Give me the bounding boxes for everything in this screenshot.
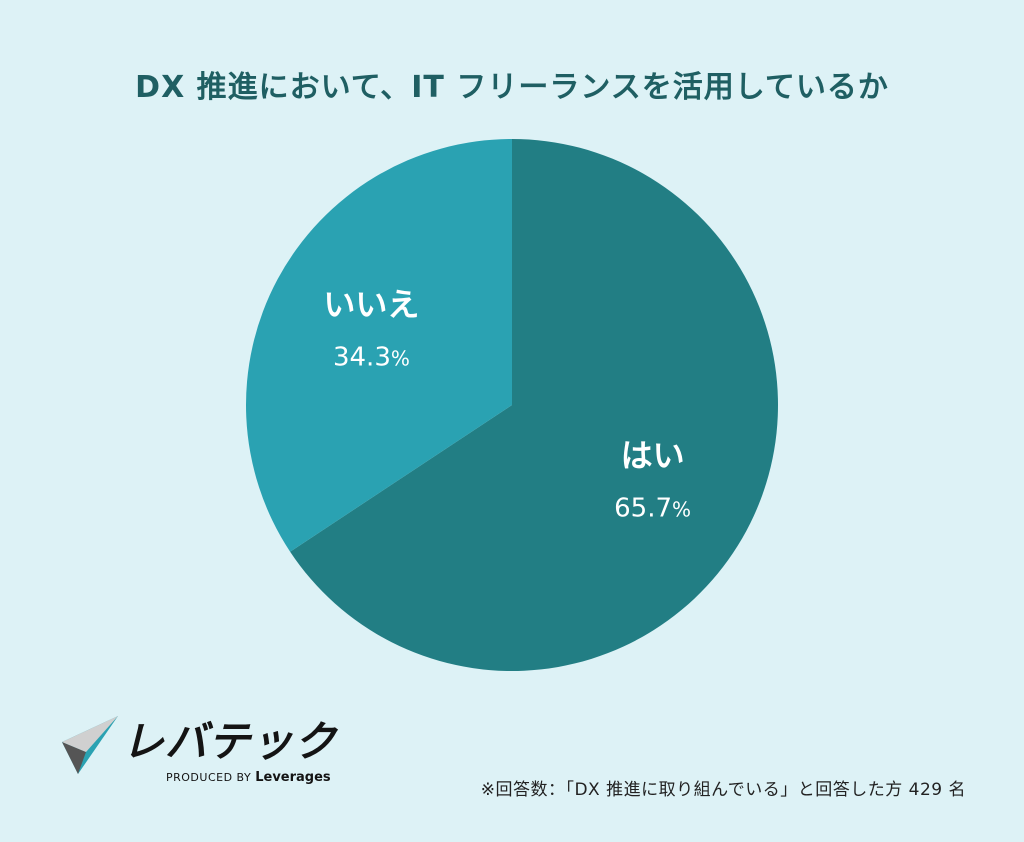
logo-byline-brand: Leverages <box>255 770 331 785</box>
levtech-logo: レバテック PRODUCED BY Leverages <box>56 712 356 792</box>
pie-slice-1 <box>246 139 512 552</box>
logo-name: レバテック <box>122 717 338 766</box>
footnote: ※回答数：「DX 推進に取り組んでいる」と回答した方 429 名 <box>480 780 966 800</box>
slice-value-1: 34.3% <box>333 342 410 372</box>
logo-mark-icon <box>62 716 118 774</box>
logo-byline: PRODUCED BY Leverages <box>166 770 331 785</box>
chart-title: DX 推進において、IT フリーランスを活用しているか <box>135 70 889 105</box>
logo-byline-prefix: PRODUCED BY <box>166 771 252 784</box>
slice-label-1: いいえ <box>323 285 419 323</box>
pie-slice-0 <box>290 139 778 671</box>
slice-label-0: はい <box>621 437 685 475</box>
slice-value-0: 65.7% <box>614 494 691 524</box>
